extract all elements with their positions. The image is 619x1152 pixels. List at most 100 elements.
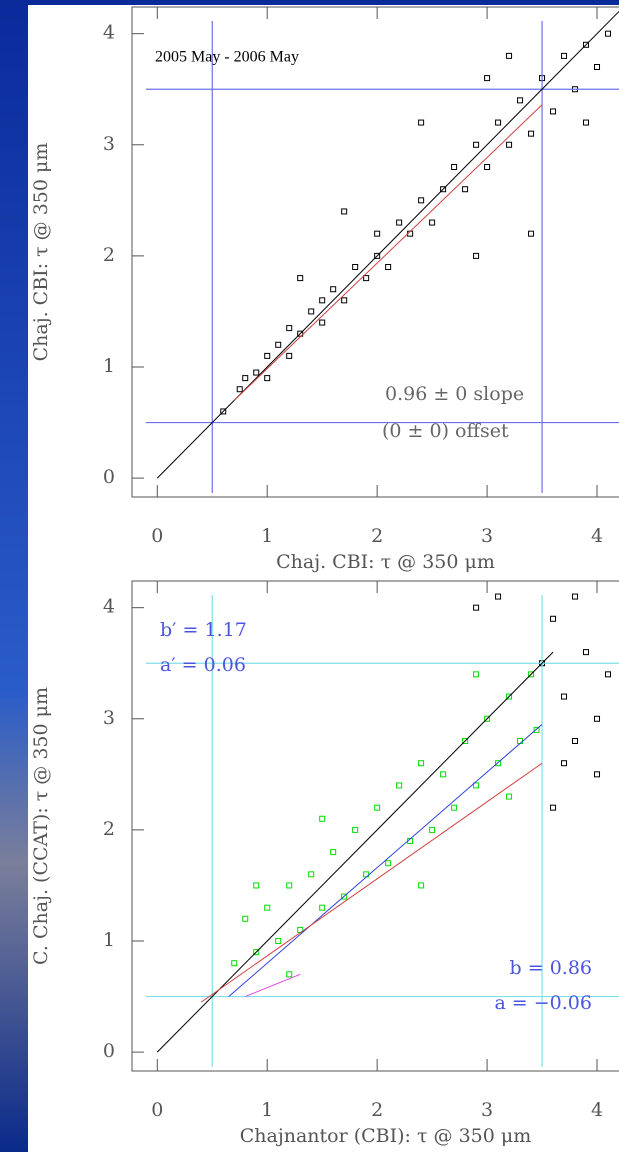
point (561, 693, 568, 700)
point (242, 915, 249, 922)
point (374, 252, 381, 259)
point (594, 715, 601, 722)
point (297, 330, 304, 337)
point (396, 219, 403, 226)
fit-line (156, 651, 554, 1053)
fit-line (200, 762, 543, 1003)
point (594, 64, 601, 70)
point (253, 949, 260, 956)
point (528, 130, 535, 137)
y-tick-label: 3 (103, 133, 115, 155)
point (319, 815, 326, 822)
point (495, 760, 502, 767)
y-tick-label: 3 (103, 707, 115, 729)
point (363, 275, 370, 282)
y-tick-label: 1 (103, 355, 115, 377)
point (473, 604, 480, 611)
x-tick-label: 3 (481, 525, 493, 547)
point (374, 230, 381, 237)
point (473, 252, 480, 259)
point (484, 164, 491, 170)
point (418, 760, 425, 767)
fit-line (245, 973, 301, 998)
point (330, 286, 337, 293)
point (319, 297, 326, 304)
point (462, 186, 469, 193)
point (418, 882, 425, 889)
point (583, 119, 590, 126)
y-tick-label: 0 (103, 466, 115, 488)
point (275, 938, 282, 944)
point (242, 375, 249, 382)
point (506, 693, 513, 700)
point (253, 882, 260, 889)
point (451, 804, 458, 811)
x-axis-label: Chajnantor (CBI): τ @ 350 μm (240, 1125, 532, 1147)
point (605, 671, 612, 678)
point (473, 671, 480, 678)
x-tick-label: 2 (371, 525, 383, 547)
point (429, 219, 436, 226)
point (374, 804, 381, 811)
point (440, 186, 447, 193)
point (330, 849, 337, 856)
point (583, 41, 590, 48)
plot-panel (28, 5, 619, 1152)
point (286, 325, 293, 332)
point (352, 826, 359, 833)
point (473, 141, 480, 148)
point (440, 771, 447, 778)
y-axis-label: Chaj. CBI: τ @ 350 μm (30, 143, 52, 362)
point (396, 782, 403, 789)
point (297, 275, 304, 282)
point (385, 860, 392, 867)
point (418, 197, 425, 204)
point (308, 871, 315, 878)
y-axis-label: C. Chaj. (CCAT): τ @ 350 μm (30, 687, 52, 965)
fit-line (156, 11, 619, 479)
plot-frame (131, 6, 619, 498)
y-tick-label: 2 (103, 244, 115, 266)
annotation: (0 ± 0) offset (382, 420, 509, 442)
plot-frame (131, 580, 619, 1072)
point (341, 893, 348, 900)
point (275, 341, 282, 348)
point (528, 230, 535, 237)
point (495, 119, 502, 126)
x-tick-label: 0 (151, 525, 163, 547)
x-tick-label: 1 (261, 1099, 273, 1121)
point (572, 738, 579, 744)
x-axis-label: Chaj. CBI: τ @ 350 μm (276, 551, 495, 573)
point (550, 108, 557, 115)
point (484, 75, 491, 82)
point (561, 760, 568, 767)
x-tick-label: 2 (371, 1099, 383, 1121)
point (286, 882, 293, 889)
fit-line (228, 723, 543, 997)
x-tick-label: 4 (591, 1099, 603, 1121)
x-tick-label: 3 (481, 1099, 493, 1121)
y-tick-label: 0 (103, 1040, 115, 1062)
point (429, 826, 436, 833)
x-tick-label: 4 (591, 525, 603, 547)
point (506, 141, 513, 148)
point (473, 782, 480, 789)
point (533, 726, 540, 733)
point (264, 375, 271, 382)
point (253, 369, 260, 376)
point (264, 904, 271, 911)
point (594, 771, 601, 778)
annotation: 2005 May - 2006 May (155, 49, 299, 66)
point (550, 615, 557, 622)
point (286, 971, 293, 978)
point (572, 593, 579, 600)
point (264, 352, 271, 359)
point (561, 52, 568, 59)
point (550, 804, 557, 811)
point (605, 30, 612, 37)
point (517, 97, 524, 104)
point (319, 904, 326, 911)
point (231, 960, 238, 967)
point (236, 386, 243, 393)
